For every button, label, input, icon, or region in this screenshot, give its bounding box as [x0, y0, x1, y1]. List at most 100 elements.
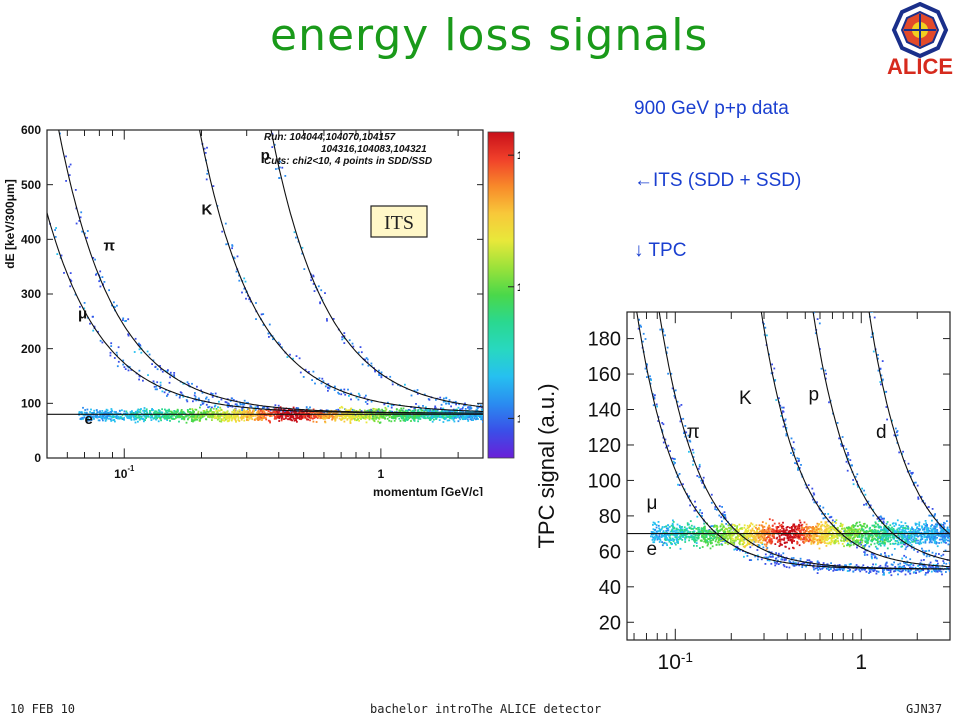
data-point-μ — [661, 429, 664, 432]
data-point-d — [879, 381, 882, 383]
data-point-K — [299, 371, 302, 374]
data-point-π — [908, 564, 911, 567]
data-point-e — [90, 419, 93, 421]
data-point-e — [130, 412, 132, 414]
data-point-e — [238, 409, 241, 411]
data-point-e — [442, 421, 445, 423]
data-point-d — [891, 419, 893, 422]
data-point-π — [687, 434, 690, 437]
data-point-K — [782, 425, 785, 428]
data-point-μ — [848, 563, 851, 566]
data-point-e — [251, 414, 254, 416]
data-point-e — [177, 415, 180, 418]
data-point-e — [150, 414, 153, 416]
data-point-π — [862, 564, 865, 567]
data-point-e — [299, 409, 302, 412]
data-point-μ — [927, 571, 929, 573]
data-point-e — [197, 412, 199, 415]
data-point-e — [243, 414, 245, 417]
data-point-e — [422, 416, 425, 419]
data-point-e — [137, 414, 140, 417]
data-point-e — [99, 410, 101, 413]
data-point-e — [153, 412, 155, 415]
data-point-μ — [128, 366, 131, 368]
data-point-p — [477, 403, 480, 405]
data-point-e — [232, 416, 235, 418]
data-point-d — [865, 300, 867, 301]
data-point-μ — [906, 563, 909, 566]
data-point-p — [849, 459, 852, 461]
data-point-e — [356, 414, 358, 417]
data-point-e — [811, 538, 814, 540]
data-point-π — [770, 551, 773, 554]
data-point-p — [313, 290, 316, 292]
data-point-e — [765, 538, 768, 540]
data-point-e — [309, 417, 311, 419]
data-point-e — [398, 409, 401, 412]
data-point-π — [430, 414, 432, 416]
data-point-e — [437, 414, 440, 417]
data-point-π — [152, 359, 155, 362]
data-point-e — [760, 538, 762, 540]
data-point-e — [373, 414, 375, 416]
data-point-e — [268, 415, 271, 418]
data-point-μ — [754, 555, 757, 558]
data-point-e — [349, 409, 351, 412]
data-point-K — [468, 408, 471, 410]
data-point-e — [176, 410, 179, 412]
data-point-p — [343, 335, 346, 338]
data-point-K — [812, 498, 814, 501]
data-point-e — [237, 411, 240, 414]
data-point-p — [470, 407, 473, 410]
data-point-e — [170, 415, 173, 417]
data-point-e — [438, 419, 441, 421]
data-point-e — [671, 543, 673, 545]
data-point-e — [227, 420, 230, 422]
data-point-K — [891, 553, 893, 556]
data-point-e — [123, 412, 125, 415]
data-point-K — [928, 563, 931, 566]
data-point-e — [425, 417, 427, 420]
data-point-π — [917, 565, 919, 567]
data-point-e — [180, 418, 183, 420]
data-point-e — [920, 536, 923, 539]
data-point-e — [449, 417, 451, 419]
data-point-e — [118, 417, 121, 420]
data-point-p — [463, 404, 465, 407]
data-point-e — [335, 412, 337, 415]
data-point-e — [380, 415, 383, 417]
data-point-e — [139, 411, 142, 414]
data-point-d — [927, 506, 930, 508]
data-point-π — [211, 396, 214, 398]
data-point-π — [907, 568, 909, 571]
data-point-e — [202, 410, 205, 412]
data-point-e — [768, 536, 771, 539]
data-point-K — [328, 387, 331, 390]
data-point-μ — [889, 571, 892, 574]
data-point-e — [310, 415, 313, 418]
data-point-e — [269, 420, 271, 423]
band-curve-K — [199, 130, 483, 412]
data-point-π — [722, 514, 725, 516]
data-point-π — [98, 280, 101, 283]
data-point-e — [400, 407, 403, 410]
data-point-e — [233, 410, 236, 412]
data-point-π — [671, 387, 674, 390]
data-point-e — [217, 415, 220, 418]
data-point-e — [365, 421, 368, 424]
data-point-e — [436, 416, 438, 419]
data-point-μ — [381, 410, 384, 412]
data-point-π — [113, 301, 115, 304]
data-point-e — [227, 417, 230, 419]
data-point-e — [874, 529, 877, 532]
data-point-e — [402, 416, 405, 419]
data-point-e — [376, 415, 378, 417]
data-point-d — [917, 498, 920, 500]
data-point-e — [921, 538, 924, 540]
data-point-e — [835, 522, 837, 524]
data-point-p — [332, 318, 335, 320]
data-point-e — [114, 416, 117, 419]
data-point-e — [263, 414, 266, 416]
data-point-e — [104, 417, 107, 420]
data-point-e — [185, 421, 188, 424]
